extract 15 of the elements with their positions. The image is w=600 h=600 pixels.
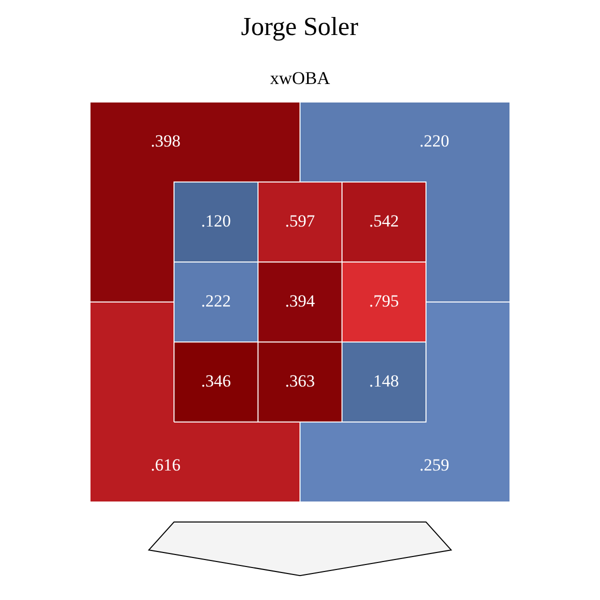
data-label: .259 (420, 455, 450, 474)
data-label: .398 (150, 131, 180, 150)
data-label: .222 (201, 291, 231, 310)
chart-subtitle: xwOBA (270, 68, 330, 88)
data-label: .148 (369, 371, 399, 390)
data-label: .346 (201, 371, 231, 390)
data-label: .542 (369, 211, 399, 230)
data-label: .597 (285, 211, 316, 230)
data-label: .616 (150, 455, 180, 474)
data-label: .795 (369, 291, 399, 310)
data-label: .120 (201, 211, 231, 230)
chart-title: Jorge Soler (241, 12, 359, 41)
data-label: .220 (420, 131, 450, 150)
data-label: .394 (285, 291, 316, 310)
data-label: .363 (285, 371, 315, 390)
